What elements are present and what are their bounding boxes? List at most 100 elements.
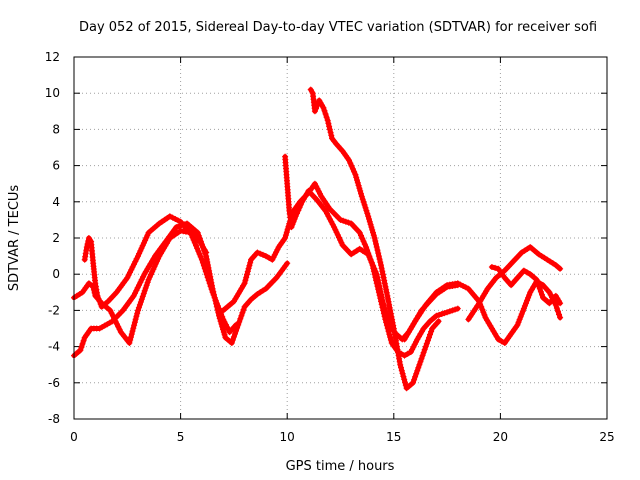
- data-point: [365, 213, 372, 220]
- data-point: [129, 328, 136, 335]
- data-point: [288, 224, 295, 231]
- data-point: [138, 276, 145, 283]
- data-point: [151, 263, 158, 270]
- data-point: [366, 216, 372, 222]
- data-point: [379, 268, 386, 275]
- data-point: [349, 165, 356, 172]
- data-point: [444, 309, 451, 316]
- data-point: [77, 347, 84, 354]
- data-point: [353, 174, 360, 181]
- series-arc-5: [282, 153, 461, 343]
- data-point: [536, 285, 543, 292]
- y-tick-label: 12: [45, 50, 60, 64]
- data-point: [535, 282, 542, 289]
- data-point: [141, 287, 148, 294]
- data-point: [418, 355, 425, 362]
- data-point: [307, 86, 314, 93]
- data-point: [174, 217, 181, 224]
- data-point: [220, 326, 226, 333]
- data-point: [547, 291, 554, 298]
- data-point: [313, 105, 319, 112]
- data-point: [368, 224, 375, 231]
- data-point: [336, 234, 342, 241]
- data-point: [333, 229, 340, 236]
- data-point: [520, 267, 527, 274]
- data-point: [221, 331, 228, 338]
- data-point: [378, 294, 385, 301]
- series-arc-8: [465, 244, 564, 323]
- data-point: [295, 207, 302, 214]
- data-point: [229, 337, 236, 343]
- data-point: [262, 253, 269, 260]
- data-point: [375, 279, 382, 286]
- data-point: [138, 296, 145, 303]
- data-point: [390, 322, 397, 329]
- data-point: [363, 244, 370, 251]
- data-point: [237, 315, 244, 322]
- data-point: [173, 224, 180, 231]
- data-point: [347, 160, 354, 167]
- data-point: [358, 190, 364, 197]
- data-point: [388, 313, 395, 320]
- data-point: [373, 241, 379, 247]
- data-point: [200, 262, 207, 269]
- data-point: [115, 323, 122, 330]
- data-point: [246, 262, 253, 269]
- data-point: [222, 321, 229, 328]
- series-arc-9: [488, 264, 564, 307]
- data-point: [382, 283, 389, 290]
- data-point: [365, 251, 372, 258]
- data-point: [216, 305, 222, 312]
- y-tick-label: -8: [48, 412, 60, 426]
- data-point: [372, 238, 379, 244]
- data-point: [367, 221, 374, 228]
- data-point: [132, 290, 138, 297]
- data-point: [518, 311, 525, 317]
- data-point: [85, 235, 92, 241]
- data-point: [142, 285, 149, 291]
- data-point: [242, 277, 249, 284]
- data-point: [521, 302, 528, 309]
- y-tick-label: 2: [52, 231, 60, 245]
- data-point: [517, 313, 524, 320]
- data-point: [539, 291, 545, 298]
- data-point: [381, 277, 388, 284]
- data-point: [340, 217, 347, 224]
- data-point: [150, 266, 157, 273]
- data-point: [376, 282, 383, 289]
- data-point: [516, 316, 523, 323]
- data-point: [363, 207, 370, 214]
- data-point: [144, 232, 151, 239]
- data-point: [380, 302, 387, 309]
- data-point: [196, 251, 203, 258]
- data-point: [381, 305, 388, 312]
- data-point: [188, 231, 195, 238]
- data-point: [454, 305, 461, 312]
- data-point: [202, 250, 209, 257]
- data-point: [427, 331, 433, 338]
- data-point: [132, 316, 139, 323]
- y-tick-label: 4: [52, 195, 60, 209]
- data-point: [289, 221, 296, 228]
- data-point: [323, 114, 330, 121]
- data-point: [348, 163, 355, 169]
- data-point: [208, 286, 215, 293]
- x-tick-label: 0: [70, 430, 78, 444]
- data-point: [426, 334, 432, 341]
- data-point: [377, 259, 384, 266]
- data-point: [94, 292, 101, 299]
- data-point: [383, 289, 390, 296]
- data-point: [368, 259, 375, 266]
- data-point: [84, 241, 91, 247]
- data-point: [386, 331, 393, 338]
- data-point: [131, 319, 138, 326]
- data-point: [128, 334, 134, 341]
- data-point: [325, 120, 332, 127]
- data-point: [557, 314, 564, 321]
- data-point: [537, 288, 544, 295]
- data-point: [128, 266, 135, 273]
- data-point: [93, 289, 100, 296]
- data-point: [342, 218, 349, 225]
- data-point: [145, 276, 152, 283]
- data-point: [126, 340, 133, 346]
